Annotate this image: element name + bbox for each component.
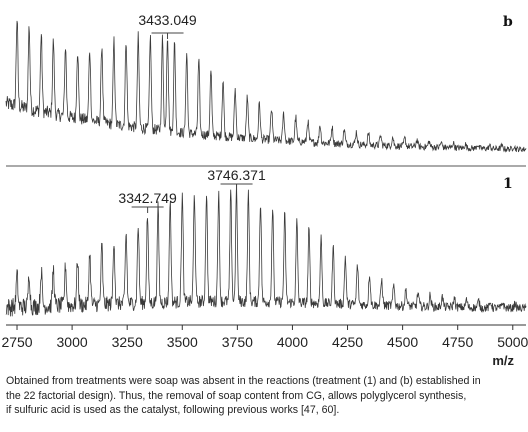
peak-annotation: 3746.371	[207, 167, 266, 183]
x-axis-label: m/z	[492, 353, 514, 368]
x-tick-label: 2750	[1, 334, 32, 350]
spectrum-panel-1: 1 3342.749 3746.371	[5, 167, 527, 317]
x-tick-label: 4250	[332, 334, 363, 350]
figure-caption: Obtained from treatments were soap was a…	[6, 374, 522, 418]
panel-label: 1	[503, 176, 513, 192]
x-tick-label: 4000	[277, 334, 308, 350]
x-axis: 2750 3000 3250 3500 3750 4000 4250 4500 4750 5000…	[1, 324, 528, 368]
spectrum-trace	[5, 20, 527, 153]
x-tick-label: 5000	[497, 334, 528, 350]
x-tick-label: 3250	[112, 334, 143, 350]
x-tick-label: 3750	[222, 334, 253, 350]
spectrum-trace	[5, 183, 527, 317]
x-tick-label: 4500	[387, 334, 418, 350]
panel-label: b	[503, 14, 513, 30]
x-tick-label: 3500	[167, 334, 198, 350]
caption-line-3: if sulfuric acid is used as the catalyst…	[6, 404, 340, 416]
peak-annotation: 3433.049	[138, 12, 197, 28]
x-tick-label: 3000	[57, 334, 88, 350]
peak-annotation: 3342.749	[118, 190, 177, 206]
x-tick-label: 4750	[442, 334, 473, 350]
caption-line-1: Obtained from treatments were soap was a…	[6, 375, 481, 387]
caption-line-2: the 22 factorial design). Thus, the remo…	[6, 389, 467, 402]
spectrum-panel-b: b 3433.049	[5, 12, 527, 153]
